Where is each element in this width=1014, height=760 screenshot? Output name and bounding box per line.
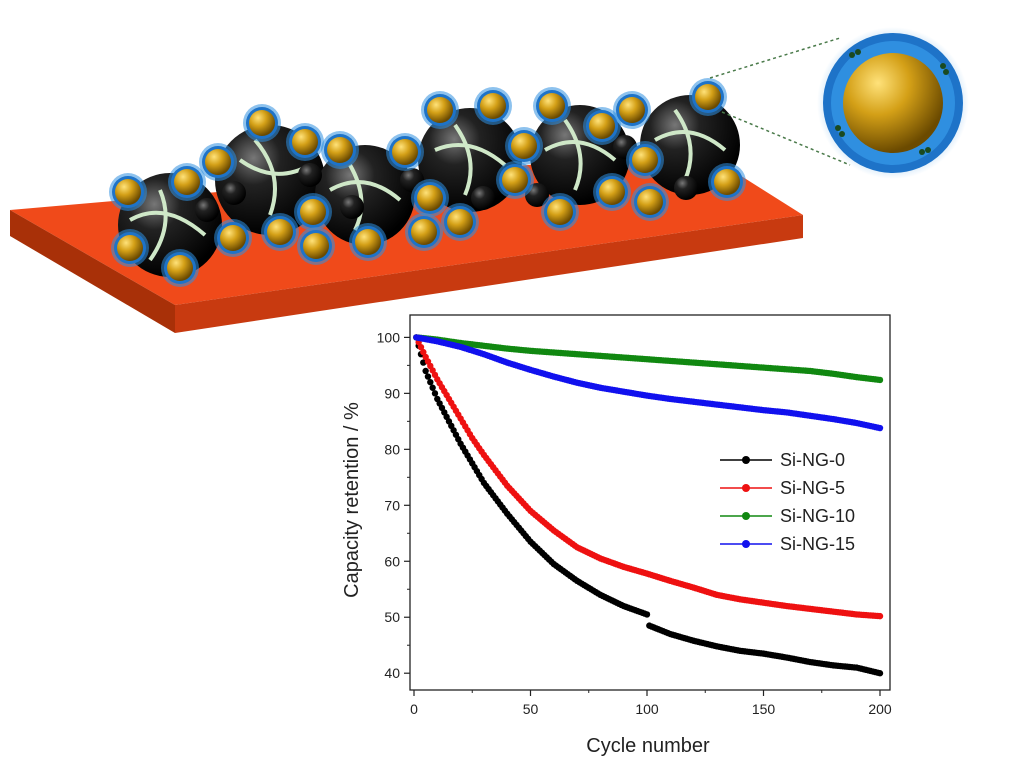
legend-marker: [742, 512, 750, 520]
data-point: [876, 612, 884, 620]
gold-nanoparticle: [714, 169, 740, 195]
y-tick-label: 50: [384, 609, 400, 625]
gold-nanoparticle: [695, 84, 721, 110]
y-tick-label: 60: [384, 553, 400, 569]
gold-nanoparticle: [589, 113, 615, 139]
data-point: [431, 390, 439, 397]
x-tick-label: 100: [635, 701, 659, 717]
y-tick-label: 70: [384, 497, 400, 513]
gold-nanoparticle: [417, 185, 443, 211]
gold-nanoparticle: [447, 209, 473, 235]
gold-nanoparticle: [205, 149, 231, 175]
gold-nanoparticle: [220, 225, 246, 251]
gold-nanoparticle: [539, 93, 565, 119]
legend-label: Si-NG-10: [780, 506, 855, 526]
x-axis-title: Cycle number: [586, 735, 710, 757]
gold-nanoparticle: [480, 93, 506, 119]
zoom-line-bottom: [721, 111, 851, 166]
small-black-particles: [195, 135, 698, 222]
series-Si-NG-15: [413, 334, 884, 432]
data-point: [643, 611, 651, 618]
gold-nanoparticle: [115, 179, 141, 205]
gold-nanoparticle: [249, 110, 275, 136]
data-point: [427, 378, 434, 386]
gold-nanoparticle: [117, 235, 143, 261]
data-point: [424, 373, 432, 380]
gold-nanoparticle: [392, 139, 418, 165]
gold-nanoparticle: [327, 137, 353, 163]
y-axis-title: Capacity retention / %: [341, 402, 363, 598]
gold-nanoparticle: [292, 129, 318, 155]
legend-marker: [742, 484, 750, 492]
legend-marker: [742, 456, 750, 464]
schematic-illustration: [10, 27, 969, 333]
gold-nanoparticle: [619, 97, 645, 123]
gold-nanoparticle: [547, 199, 573, 225]
gold-nanoparticle: [632, 147, 658, 173]
zoom-line-top: [709, 37, 841, 79]
gold-nanoparticle: [267, 219, 293, 245]
gold-nanoparticle: [637, 189, 663, 215]
x-tick-label: 200: [868, 701, 892, 717]
data-point: [417, 343, 425, 351]
gold-nanoparticle: [167, 255, 193, 281]
y-tick-label: 100: [377, 329, 401, 345]
y-tick-label: 80: [384, 441, 400, 457]
gold-nanoparticle: [411, 219, 437, 245]
x-tick-label: 0: [410, 701, 418, 717]
legend-label: Si-NG-5: [780, 478, 845, 498]
zoomed-particle: [817, 27, 969, 179]
y-tick-label: 90: [384, 385, 400, 401]
y-tick-label: 40: [384, 665, 400, 681]
gold-nanoparticle: [599, 179, 625, 205]
legend-label: Si-NG-15: [780, 534, 855, 554]
legend-marker: [742, 540, 750, 548]
gold-nanoparticle: [174, 169, 200, 195]
series-Si-NG-5: [413, 334, 884, 620]
series-Si-NG-10: [413, 334, 884, 384]
capacity-retention-chart: 0 50 100 150 200 40 50 60 70 80 90 100 Si-NG-0 Si-NG…: [341, 314, 892, 757]
gold-nanoparticle: [355, 229, 381, 255]
x-tick-label: 150: [752, 701, 776, 717]
x-tick-label: 50: [523, 701, 539, 717]
gold-nanoparticle: [511, 133, 537, 159]
legend-label: Si-NG-0: [780, 450, 845, 470]
data-point: [876, 376, 884, 384]
data-point: [420, 348, 427, 356]
binder-strands: [129, 108, 727, 262]
data-point: [422, 367, 429, 375]
gold-nanoparticle: [427, 97, 453, 123]
gold-nanoparticle: [303, 233, 329, 259]
substrate-side: [10, 210, 175, 333]
data-point: [429, 384, 436, 391]
data-point: [876, 424, 884, 432]
gold-nanoparticle: [502, 167, 528, 193]
substrate-front: [175, 215, 803, 333]
gold-nanoparticle: [300, 199, 326, 225]
plot-frame: [409, 314, 891, 691]
data-point: [876, 670, 884, 677]
coated-nanoparticles: [109, 78, 746, 287]
